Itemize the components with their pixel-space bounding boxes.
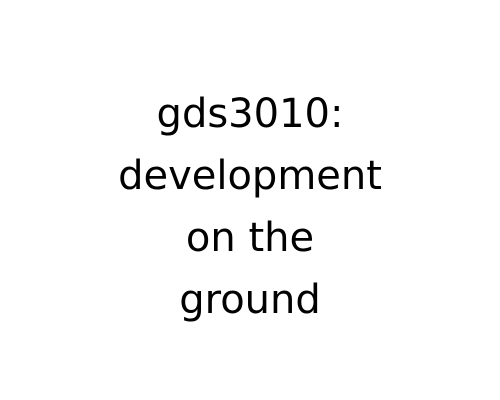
title-line-3: on the bbox=[185, 215, 315, 261]
slide-title: gds3010: development on the ground bbox=[0, 83, 500, 331]
title-line-4: ground bbox=[179, 277, 321, 323]
title-line-1: gds3010: bbox=[156, 91, 344, 137]
title-line-2: development bbox=[118, 153, 382, 199]
